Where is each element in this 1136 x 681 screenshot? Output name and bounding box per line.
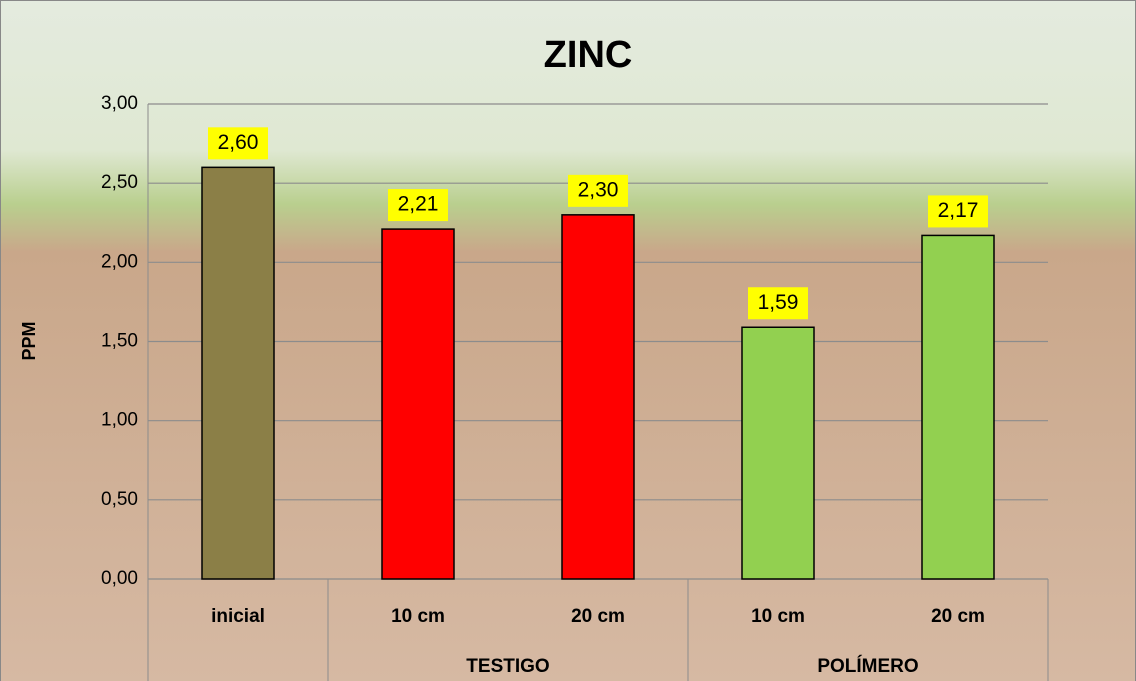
value-label-box: [748, 287, 808, 320]
value-label: 1,59: [758, 291, 799, 314]
y-tick-label: 2,00: [101, 251, 138, 272]
x-tick-label: 10 cm: [751, 606, 805, 627]
bar: [201, 166, 275, 580]
value-label-box: [208, 127, 268, 160]
y-tick-label: 1,00: [101, 410, 138, 431]
x-tick-label: 20 cm: [931, 606, 985, 627]
y-tick-label: 3,00: [101, 93, 138, 114]
group-label: TESTIGO: [466, 656, 549, 677]
chart-title: ZINC: [544, 34, 633, 76]
y-axis-label: PPM: [19, 321, 39, 360]
value-label: 2,60: [218, 131, 259, 154]
group-label: POLÍMERO: [817, 655, 918, 677]
y-tick-label: 0,00: [101, 568, 138, 589]
bar: [921, 234, 995, 580]
bar: [381, 228, 455, 580]
y-tick-label: 0,50: [101, 489, 138, 510]
bar: [741, 326, 815, 580]
value-label-box: [568, 174, 628, 207]
x-tick-label: 10 cm: [391, 606, 445, 627]
value-label-box: [388, 189, 448, 222]
value-label: 2,30: [578, 178, 619, 201]
value-label: 2,21: [398, 193, 439, 216]
x-tick-label: inicial: [211, 606, 265, 627]
bar: [561, 214, 635, 580]
y-tick-label: 1,50: [101, 331, 138, 352]
value-label: 2,17: [938, 199, 979, 222]
y-tick-label: 2,50: [101, 172, 138, 193]
value-label-box: [928, 195, 988, 228]
x-tick-label: 20 cm: [571, 606, 625, 627]
